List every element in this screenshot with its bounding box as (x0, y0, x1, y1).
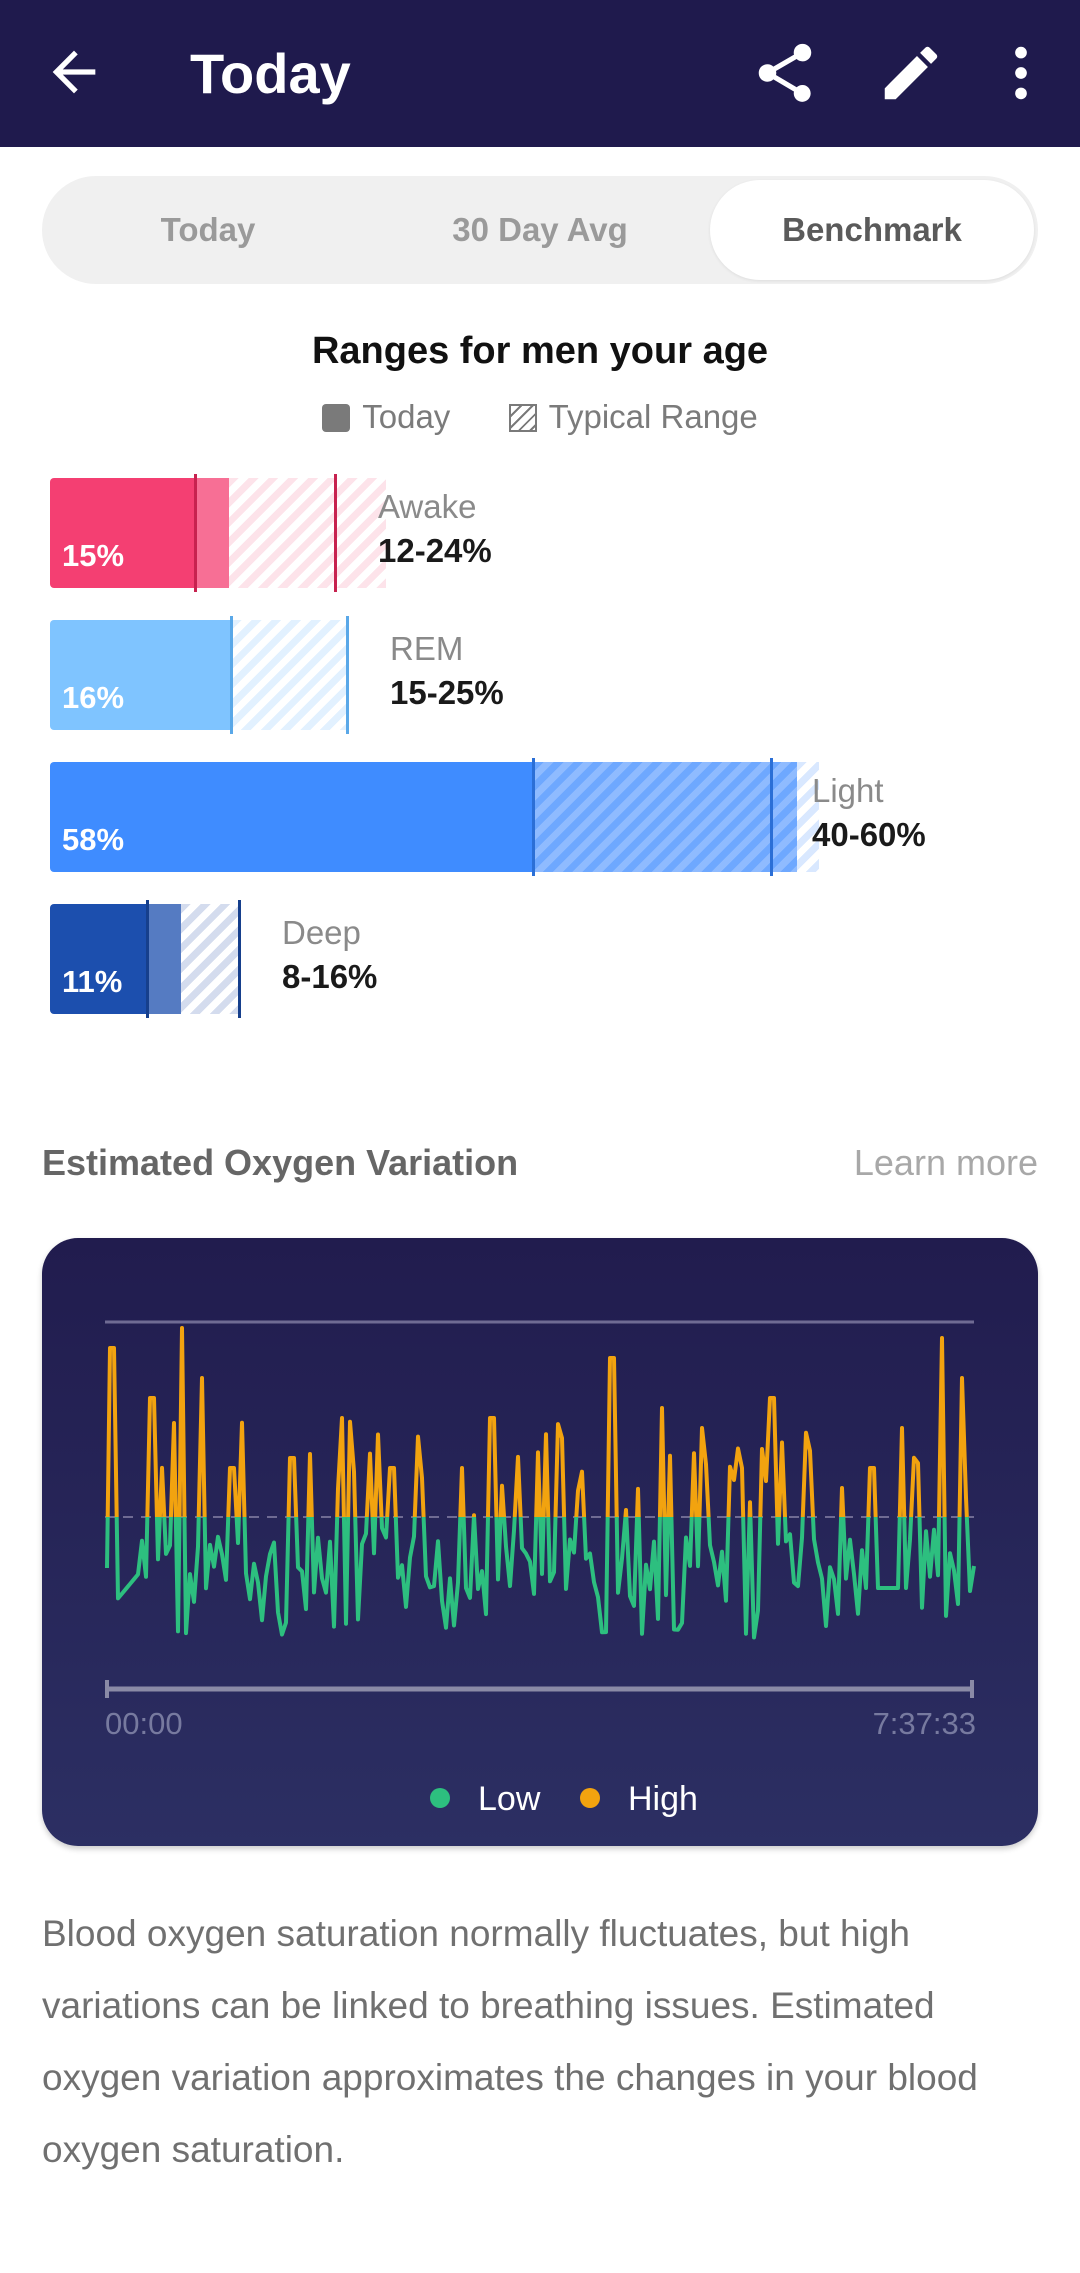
today-bar (50, 762, 534, 872)
overlap-hatch (147, 904, 181, 1014)
app-bar: Today (0, 0, 1080, 147)
legend-typical-label: Typical Range (548, 398, 758, 435)
stage-name: REM (390, 630, 464, 667)
legend-high: High (580, 1780, 698, 1819)
period-tabs: Today 30 Day Avg Benchmark (42, 176, 1038, 284)
today-bar (50, 904, 181, 1014)
typical-range-hatch (181, 904, 239, 1014)
legend-low-label: Low (478, 1780, 541, 1818)
today-bar (50, 478, 229, 588)
typical-range-hatch (229, 478, 386, 588)
overlap-hatch (195, 478, 229, 588)
today-percent: 16% (62, 680, 125, 715)
share-icon[interactable] (750, 38, 820, 108)
stage-range: 15-25% (390, 674, 504, 711)
edit-pencil-icon[interactable] (876, 38, 946, 108)
oxygen-section-title: Estimated Oxygen Variation (42, 1142, 519, 1183)
benchmark-title: Ranges for men your age (311, 330, 769, 372)
range-start-tick (532, 758, 535, 876)
stage-row-awake[interactable]: 15% Awake 12-24% (50, 474, 1050, 592)
today-percent: 11% (62, 964, 123, 999)
legend-today-label: Today (362, 398, 451, 435)
high-dot-icon (580, 1788, 600, 1808)
stage-range: 12-24% (378, 532, 492, 569)
tab-30-day-avg[interactable]: 30 Day Avg (452, 211, 628, 248)
benchmark-legend: Today Typical Range (0, 398, 1080, 436)
range-end-tick (334, 474, 337, 592)
typical-range-hatch (232, 620, 347, 730)
tab-benchmark[interactable]: Benchmark (710, 180, 1034, 280)
typical-range-hatch (797, 762, 819, 872)
stage-range: 40-60% (812, 816, 926, 853)
legend-low: Low (430, 1780, 540, 1819)
page-title: Today (190, 42, 351, 105)
learn-more-link[interactable]: Learn more (853, 1142, 1038, 1183)
range-end-tick (238, 900, 241, 1018)
stage-name: Deep (282, 914, 361, 951)
stage-name: Light (812, 772, 884, 809)
back-arrow-icon[interactable] (42, 40, 106, 104)
high-variation-series (105, 1326, 969, 1517)
low-variation-series (105, 1517, 976, 1640)
oxygen-variation-card[interactable]: 00:00 7:37:33 Low High (42, 1238, 1038, 1846)
stage-row-deep[interactable]: 11% Deep 8-16% (50, 900, 1050, 1018)
today-percent: 15% (62, 538, 125, 573)
tab-today[interactable]: Today (160, 211, 256, 248)
stage-row-rem[interactable]: 16% REM 15-25% (50, 616, 1050, 734)
today-bar (50, 620, 232, 730)
today-percent: 58% (62, 822, 125, 857)
stage-range: 8-16% (282, 958, 378, 995)
range-end-tick (770, 758, 773, 876)
stage-name: Awake (378, 488, 477, 525)
range-start-tick (194, 474, 197, 592)
range-start-tick (230, 616, 233, 734)
typical-range-swatch (508, 404, 537, 432)
overlap-hatch (534, 762, 797, 872)
stage-row-light[interactable]: 58% Light 40-60% (50, 758, 1050, 876)
range-end-tick (346, 616, 349, 734)
today-swatch (322, 404, 351, 432)
oxygen-variation-chart (105, 1320, 976, 1698)
time-end-label: 7:37:33 (872, 1706, 976, 1741)
oxygen-description: Blood oxygen saturation normally fluctua… (42, 1913, 978, 2170)
range-start-tick (146, 900, 149, 1018)
legend-high-label: High (628, 1780, 698, 1818)
low-dot-icon (430, 1788, 450, 1808)
time-start-label: 00:00 (105, 1706, 183, 1741)
more-options-icon[interactable] (986, 38, 1056, 108)
